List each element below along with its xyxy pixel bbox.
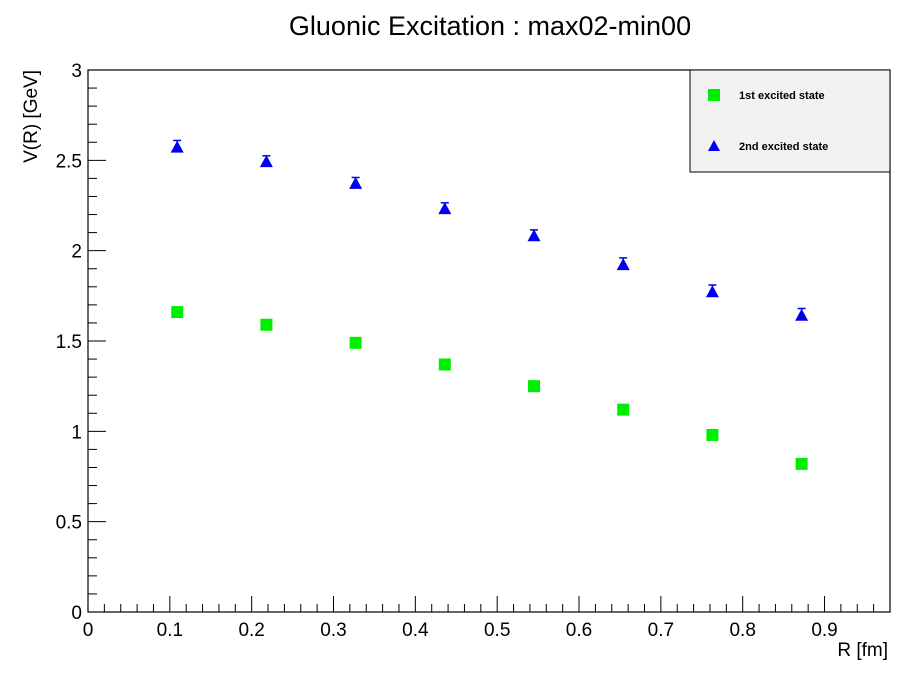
x-tick-label: 0.9 — [811, 620, 837, 641]
chart-title: Gluonic Excitation : max02-min00 — [289, 11, 691, 41]
x-tick-label: 0.3 — [320, 620, 346, 641]
legend-marker-1st-excited-state — [708, 89, 720, 101]
data-point — [705, 285, 719, 298]
x-tick-label: 0.4 — [402, 620, 429, 641]
x-tick-label: 0.7 — [648, 620, 674, 641]
data-point — [795, 457, 808, 470]
legend: 1st excited state 2nd excited state — [689, 69, 891, 173]
series-2nd-excited-state — [170, 139, 809, 321]
data-point — [795, 308, 809, 321]
x-tick-label: 0.2 — [238, 620, 264, 641]
data-point — [706, 428, 719, 441]
data-point — [527, 229, 541, 242]
y-tick-label: 0 — [71, 603, 82, 624]
data-point — [438, 202, 452, 215]
y-tick-label: 3 — [71, 61, 82, 82]
y-tick-label: 0.5 — [56, 513, 82, 534]
series-1st-excited-state — [171, 306, 808, 470]
y-tick-label: 2.5 — [56, 151, 82, 172]
data-point — [259, 155, 273, 168]
legend-box — [689, 69, 891, 173]
data-point — [349, 176, 363, 189]
data-point — [171, 306, 184, 319]
data-point — [528, 380, 541, 393]
data-point — [349, 336, 362, 349]
data-point — [170, 140, 184, 153]
x-tick-label: 0 — [83, 620, 94, 641]
series-layer — [170, 139, 809, 470]
data-point — [438, 358, 451, 371]
x-tick-label: 0.6 — [566, 620, 592, 641]
x-tick-label: 0.8 — [729, 620, 755, 641]
y-tick-label: 1.5 — [56, 332, 82, 353]
y-axis-title: V(R) [GeV] — [21, 70, 42, 163]
x-axis-title: R [fm] — [837, 640, 888, 661]
y-axis: 0 0.5 1 1.5 2 2.5 3 — [56, 61, 106, 624]
y-tick-label: 1 — [71, 422, 82, 443]
data-point — [260, 318, 273, 331]
legend-label-1st-excited-state: 1st excited state — [739, 90, 825, 102]
data-point — [617, 403, 630, 416]
legend-marker-2nd-excited-state — [708, 140, 720, 151]
y-tick-label: 2 — [71, 242, 82, 263]
legend-label-2nd-excited-state: 2nd excited state — [739, 141, 828, 153]
x-tick-label: 0.5 — [484, 620, 510, 641]
x-tick-label: 0.1 — [157, 620, 183, 641]
data-point — [616, 258, 630, 271]
x-axis: 0 0.1 0.2 0.3 0.4 0.5 0.6 0.7 0.8 0.9 — [83, 596, 891, 641]
